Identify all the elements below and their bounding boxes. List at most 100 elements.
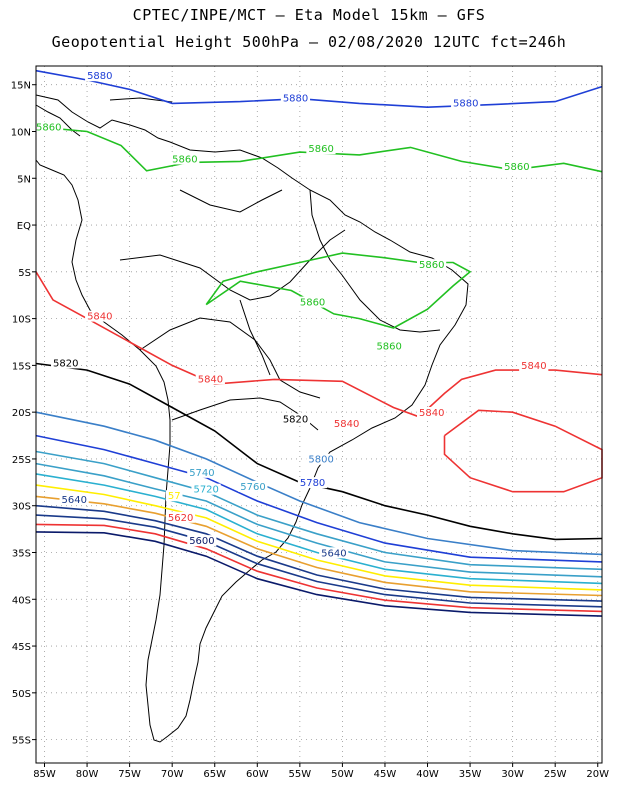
contour-label-bg [85, 70, 115, 82]
contour-label: 5740 [189, 468, 214, 479]
contour-label: 57 [168, 491, 181, 502]
contour-label-bg [165, 511, 196, 523]
contour-label: 5860 [172, 154, 197, 165]
contour-label-bg [59, 493, 89, 505]
contour-label: 5600 [189, 536, 214, 547]
contour-label: 5720 [193, 485, 218, 496]
contour-label: 5840 [87, 312, 112, 323]
lat-tick-label: 25S [12, 455, 31, 466]
contour-label-bg [191, 483, 221, 495]
lon-tick-label: 35W [459, 769, 482, 780]
lat-tick-label: 50S [12, 689, 31, 700]
lat-tick-label: EQ [17, 221, 31, 232]
contour-5840 [35, 271, 603, 418]
contour-label-bg [297, 477, 328, 489]
contour-label-bg [34, 121, 64, 133]
lat-tick-label: 40S [12, 595, 31, 606]
lat-tick-label: 15S [12, 361, 31, 372]
lat-tick-label: 10S [12, 315, 31, 326]
lat-tick-label: 35S [12, 548, 31, 559]
contour-label-bg [331, 418, 362, 430]
contour-5740 [35, 462, 603, 578]
contour-label-bg [187, 466, 217, 478]
contour-label-bg [306, 143, 336, 155]
map-subtitle: Geopotential Height 500hPa – 02/08/2020 … [51, 33, 567, 51]
contour-label: 5880 [453, 98, 478, 109]
contour-5680 [35, 495, 603, 597]
contour-label-bg [451, 97, 481, 109]
graticule-grid [36, 66, 602, 763]
lon-tick-label: 65W [203, 769, 226, 780]
contour-label-bg [51, 357, 81, 369]
lat-tick-label: 10N [11, 127, 31, 138]
lat-tick-label: 5N [17, 174, 31, 185]
lon-tick-label: 30W [501, 769, 524, 780]
lon-tick-label: 60W [246, 769, 269, 780]
lon-tick-label: 50W [331, 769, 354, 780]
contour-5780 [35, 434, 603, 563]
contour-5760 [35, 450, 603, 571]
lon-tick-label: 80W [76, 769, 99, 780]
contour-label: 5780 [300, 478, 325, 489]
contour-label-bg [519, 360, 549, 372]
contour-label-bg [238, 480, 268, 492]
contour-label-bg [170, 153, 200, 165]
contour-label-bg [374, 340, 404, 352]
contour-label: 5840 [521, 361, 546, 372]
contour-label-bg [280, 413, 311, 425]
contour-label: 5860 [36, 123, 61, 134]
contour-label-bg [85, 310, 115, 322]
contour-label-bg [187, 535, 217, 547]
lon-tick-label: 25W [544, 769, 567, 780]
contour-label: 5880 [283, 94, 308, 105]
contour-label: 5640 [62, 495, 87, 506]
contour-5700 [35, 484, 603, 591]
contour-label-bg [280, 92, 311, 104]
contour-label: 5880 [87, 71, 112, 82]
contour-label-bg [502, 160, 532, 172]
contour-label-bg [417, 259, 447, 271]
contour-5800 [35, 411, 603, 556]
contour-5720 [35, 473, 603, 585]
axis-ticks: 15N 10N 5N EQ 5S 10S 15S 20S 25S 30S 35S 40S 45S 50S 5… [11, 81, 609, 780]
lon-tick-label: 20W [586, 769, 609, 780]
lat-tick-label: 30S [12, 502, 31, 513]
contour-label-bg [165, 490, 183, 502]
contour-label-bg [306, 453, 336, 465]
lat-tick-label: 15N [11, 81, 31, 92]
contour-label: 5840 [334, 419, 359, 430]
contour-label-bg [297, 296, 328, 308]
contour-5640 [35, 514, 603, 608]
contour-label: 5860 [308, 144, 333, 155]
contour-label: 5840 [419, 408, 444, 419]
contour-label: 5860 [419, 260, 444, 271]
lon-tick-label: 85W [33, 769, 56, 780]
lon-tick-label: 75W [118, 769, 141, 780]
lon-tick-label: 55W [289, 769, 312, 780]
contour-label-bg [417, 406, 447, 418]
contour-label: 5640 [321, 548, 346, 559]
lat-tick-label: 45S [12, 642, 31, 653]
contour-label: 5820 [53, 358, 78, 369]
contour-5660 [35, 504, 603, 602]
contour-label: 5840 [198, 374, 223, 385]
contour-label-bg [319, 547, 349, 559]
map-frame [35, 65, 603, 764]
contour-label: 5860 [376, 342, 401, 353]
lat-tick-label: 55S [12, 736, 31, 747]
contour-label: 5760 [240, 482, 265, 493]
contour-label: 5620 [168, 513, 193, 524]
contour-label: 5820 [283, 415, 308, 426]
contour-label: 5800 [308, 455, 333, 466]
contour-label: 5860 [300, 298, 325, 309]
contour-5620 [35, 523, 603, 613]
lon-tick-label: 70W [161, 769, 184, 780]
contour-label: 5860 [504, 162, 529, 173]
lon-tick-label: 45W [374, 769, 397, 780]
contour-labels: 5880 5880 5880 5860 5860 5860 5860 5860 5860 5860… [34, 70, 549, 559]
map-title: CPTEC/INPE/MCT – Eta Model 15km – GFS [132, 6, 486, 24]
lat-tick-label: 20S [12, 408, 31, 419]
contour-label-bg [195, 373, 225, 385]
lon-tick-label: 40W [416, 769, 439, 780]
